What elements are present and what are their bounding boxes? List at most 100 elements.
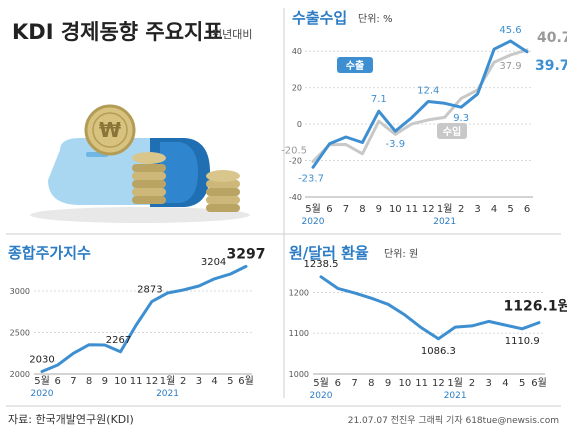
fx-chart-unit: 단위: 원: [384, 247, 418, 260]
data-label: 40.7: [537, 30, 567, 46]
x-tick-label: 5월: [313, 377, 329, 389]
x-tick-label: 10: [114, 376, 127, 387]
x-tick-label: 4: [502, 378, 508, 389]
x-tick-label: 10: [398, 378, 411, 389]
kospi-chart-title: 종합주가지수: [8, 244, 91, 262]
x-tick-label: 7: [351, 378, 357, 389]
pill-cap-highlight: [160, 142, 198, 203]
year-label: 2021: [156, 389, 179, 399]
y-tick-label: -20: [289, 157, 302, 166]
x-tick-label: 8: [86, 376, 92, 387]
y-tick-label: 20: [292, 84, 302, 93]
x-tick-label: 11: [405, 204, 418, 215]
data-label: 1126.1원: [504, 299, 567, 315]
coin-stack-left: [132, 152, 166, 204]
x-tick-label: 2: [180, 376, 186, 387]
coin-stack-right: [206, 170, 240, 212]
x-tick-label: 2: [469, 378, 475, 389]
x-tick-label: 11: [130, 376, 143, 387]
x-tick-label: 6: [335, 378, 341, 389]
pill-body-blue: [48, 138, 150, 205]
legend-label: 수출: [346, 59, 364, 72]
x-tick-label: 10: [389, 204, 402, 215]
data-label: 1238.5: [304, 259, 339, 270]
x-tick-label: 5월: [34, 375, 50, 387]
graphic-credit: 21.07.07 전진우 그래픽 기자 618tue@newsis.com: [348, 415, 559, 426]
export-line: [311, 39, 529, 169]
x-tick-label: 6월: [238, 375, 254, 387]
x-tick-label: 1월: [160, 375, 176, 387]
x-tick-label: 12: [432, 378, 445, 389]
x-tick-label: 3: [474, 204, 480, 215]
year-label: 2021: [444, 391, 467, 401]
x-tick-label: 12: [145, 376, 158, 387]
x-tick-label: 7: [70, 376, 76, 387]
x-tick-label: 12: [422, 204, 435, 215]
data-label: -23.7: [298, 173, 324, 184]
trade-chart-unit: 단위: %: [358, 12, 392, 25]
illustration-shadow: [30, 207, 250, 223]
x-tick-label: 9: [102, 376, 108, 387]
data-label: -20.5: [281, 145, 307, 156]
data-label: 1110.9: [505, 336, 540, 347]
y-tick-label: 1200: [289, 288, 309, 297]
x-tick-label: 3: [196, 376, 202, 387]
y-tick-label: 40: [292, 47, 302, 56]
x-tick-label: 6: [326, 204, 332, 215]
fx-line: [319, 275, 541, 341]
x-tick-label: 5: [519, 378, 525, 389]
x-tick-label: 4: [211, 376, 217, 387]
x-tick-label: 1월: [447, 377, 463, 389]
data-label: 9.3: [453, 113, 469, 124]
year-label: 2020: [302, 217, 325, 227]
y-tick-label: 3000: [10, 287, 30, 296]
x-tick-label: 6: [524, 204, 530, 215]
kospi-line: [40, 264, 248, 373]
data-label: 1086.3: [421, 346, 456, 357]
data-label: 3204: [201, 257, 226, 268]
y-tick-label: 1100: [289, 329, 309, 338]
data-label: 3297: [227, 246, 266, 262]
won-symbol-icon: ₩: [99, 118, 121, 142]
data-label: 2030: [29, 355, 54, 366]
year-label: 2020: [310, 391, 333, 401]
x-tick-label: 3: [486, 378, 492, 389]
data-label: -3.9: [386, 139, 406, 150]
data-label: 2873: [137, 285, 162, 296]
fx-chart-title: 원/달러 환율: [289, 244, 369, 262]
data-label: 2267: [106, 335, 131, 346]
y-tick-label: 2000: [10, 370, 30, 379]
x-tick-label: 9: [376, 204, 382, 215]
x-tick-label: 5: [507, 204, 513, 215]
x-tick-label: 2: [458, 204, 464, 215]
won-coin-inner: [92, 112, 128, 148]
year-label: 2020: [31, 389, 54, 399]
data-label: 39.7: [535, 58, 567, 74]
import-line: [311, 48, 529, 163]
x-tick-label: 5월: [305, 203, 321, 215]
x-tick-label: 8: [368, 378, 374, 389]
trade-chart-title: 수출수입: [292, 9, 347, 27]
y-tick-label: 0: [297, 120, 302, 129]
x-tick-label: 6월: [531, 377, 547, 389]
source-note: 자료: 한국개발연구원(KDI): [8, 413, 134, 426]
fx-chart-panel: 원/달러 환율 단위: 원 1000 1100 1200 5월 6 7 8 9 10 11 12 1월…: [289, 244, 567, 401]
page-subtitle: 전년대비: [212, 28, 252, 41]
data-label: 12.4: [417, 86, 439, 97]
year-label: 2021: [433, 217, 456, 227]
legend-tag: [437, 123, 467, 139]
x-tick-label: 8: [359, 204, 365, 215]
x-tick-label: 9: [385, 378, 391, 389]
kospi-chart-panel: 종합주가지수 2000 2500 3000 5월 6 7 8 9 10 11 12 1월 2 3 4 5 6월 2…: [8, 244, 265, 399]
data-label: 45.6: [499, 25, 521, 36]
legend-tag: [337, 57, 373, 73]
x-tick-label: 7: [343, 204, 349, 215]
data-label: 7.1: [371, 94, 387, 105]
y-tick-label: 1000: [289, 370, 309, 379]
piggy-bank-illustration: ₩: [30, 104, 250, 223]
data-label: 37.9: [499, 61, 521, 72]
x-tick-label: 11: [415, 378, 428, 389]
